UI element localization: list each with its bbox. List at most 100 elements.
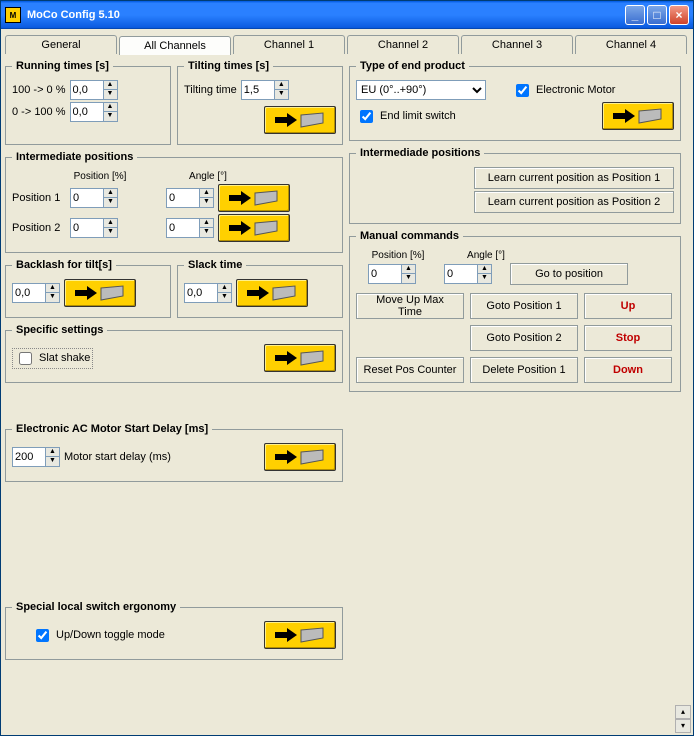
tab-strip: General All Channels Channel 1 Channel 2…: [5, 35, 689, 54]
input-manual-ang[interactable]: [445, 265, 477, 283]
spinner-slack[interactable]: ▲▼: [184, 283, 232, 303]
spinner-manual-ang[interactable]: ▲▼: [444, 264, 492, 284]
apply-p1-button[interactable]: [218, 184, 290, 212]
label-up-down-toggle: Up/Down toggle mode: [56, 629, 165, 641]
legend-endprod: Type of end product: [356, 60, 469, 72]
input-slat-shake[interactable]: [19, 352, 32, 365]
input-up-down-toggle[interactable]: [36, 629, 49, 642]
spinner-motor-delay[interactable]: ▲▼: [12, 447, 60, 467]
apply-specific-button[interactable]: [264, 344, 336, 372]
go-to-position-button[interactable]: Go to position: [510, 263, 628, 285]
input-0-100[interactable]: [71, 103, 103, 121]
fs-backlash: Backlash for tilt[s] ▲▼: [5, 259, 171, 318]
apply-backlash-button[interactable]: [64, 279, 136, 307]
learn-position-1-button[interactable]: Learn current position as Position 1: [474, 167, 674, 189]
spin-down-icon[interactable]: ▼: [103, 112, 117, 121]
spinner-p1-ang[interactable]: ▲▼: [166, 188, 214, 208]
input-slack[interactable]: [185, 284, 217, 302]
fs-intermediate-positions: Intermediate positions Position [%] Angl…: [5, 151, 343, 253]
input-tilt[interactable]: [242, 81, 274, 99]
reset-pos-counter-button[interactable]: Reset Pos Counter: [356, 357, 464, 383]
checkbox-up-down-toggle[interactable]: Up/Down toggle mode: [32, 626, 165, 645]
stop-button[interactable]: Stop: [584, 325, 672, 351]
spinner-backlash[interactable]: ▲▼: [12, 283, 60, 303]
minimize-button[interactable]: _: [625, 5, 645, 25]
move-up-max-button[interactable]: Move Up Max Time: [356, 293, 464, 319]
combo-end-product[interactable]: EU (0°..+90°): [356, 80, 486, 100]
app-icon: M: [5, 7, 21, 23]
spinner-100-0[interactable]: ▲▼: [70, 80, 118, 100]
input-p1-pos[interactable]: [71, 189, 103, 207]
spinner-p1-pos[interactable]: ▲▼: [70, 188, 118, 208]
input-p2-pos[interactable]: [71, 219, 103, 237]
goto-position-2-button[interactable]: Goto Position 2: [470, 325, 578, 351]
fs-running-times: Running times [s] 100 -> 0 % ▲▼ 0 -> 100…: [5, 60, 171, 145]
fs-intermediade-positions: Intermediade positions Learn current pos…: [349, 147, 681, 224]
legend-running: Running times [s]: [12, 60, 113, 72]
legend-intpos2: Intermediade positions: [356, 147, 484, 159]
label-end-limit-switch: End limit switch: [380, 110, 456, 122]
tab-all-channels[interactable]: All Channels: [119, 36, 231, 55]
legend-manual: Manual commands: [356, 230, 463, 242]
apply-p2-button[interactable]: [218, 214, 290, 242]
learn-position-2-button[interactable]: Learn current position as Position 2: [474, 191, 674, 213]
goto-position-1-button[interactable]: Goto Position 1: [470, 293, 578, 319]
apply-motor-button[interactable]: [264, 443, 336, 471]
fs-tilting-times: Tilting times [s] Tilting time ▲▼: [177, 60, 343, 145]
maximize-button[interactable]: □: [647, 5, 667, 25]
checkbox-end-limit-switch[interactable]: End limit switch: [356, 107, 456, 126]
spinner-p2-ang[interactable]: ▲▼: [166, 218, 214, 238]
down-button[interactable]: Down: [584, 357, 672, 383]
tab-channel-3[interactable]: Channel 3: [461, 35, 573, 54]
checkbox-slat-shake[interactable]: Slat shake: [12, 348, 93, 369]
input-backlash[interactable]: [13, 284, 45, 302]
apply-special-button[interactable]: [264, 621, 336, 649]
spinner-0-100[interactable]: ▲▼: [70, 102, 118, 122]
label-100-0: 100 -> 0 %: [12, 84, 66, 96]
tab-channel-4[interactable]: Channel 4: [575, 35, 687, 54]
scroll-down-icon[interactable]: ▾: [675, 719, 691, 733]
label-position-1: Position 1: [12, 192, 66, 204]
fs-specific-settings: Specific settings Slat shake: [5, 324, 343, 383]
hdr-position-pct: Position [%]: [70, 171, 130, 182]
delete-position-1-button[interactable]: Delete Position 1: [470, 357, 578, 383]
input-motor-delay[interactable]: [13, 448, 45, 466]
input-manual-pos[interactable]: [369, 265, 401, 283]
checkbox-electronic-motor[interactable]: Electronic Motor: [512, 81, 615, 100]
spin-up-icon[interactable]: ▲: [274, 81, 288, 90]
spin-up-icon[interactable]: ▲: [103, 103, 117, 112]
tab-channel-1[interactable]: Channel 1: [233, 35, 345, 54]
label-electronic-motor: Electronic Motor: [536, 84, 615, 96]
spinner-p2-pos[interactable]: ▲▼: [70, 218, 118, 238]
scroll-up-icon[interactable]: ▴: [675, 705, 691, 719]
input-100-0[interactable]: [71, 81, 103, 99]
input-electronic-motor[interactable]: [516, 84, 529, 97]
spin-down-icon[interactable]: ▼: [103, 90, 117, 99]
apply-tilt-button[interactable]: [264, 106, 336, 134]
legend-specific: Specific settings: [12, 324, 107, 336]
title-bar: M MoCo Config 5.10 _ □ ×: [1, 1, 693, 29]
apply-endprod-button[interactable]: [602, 102, 674, 130]
tab-channel-2[interactable]: Channel 2: [347, 35, 459, 54]
close-button[interactable]: ×: [669, 5, 689, 25]
label-motor-delay: Motor start delay (ms): [64, 451, 171, 463]
label-0-100: 0 -> 100 %: [12, 106, 66, 118]
fs-end-product: Type of end product EU (0°..+90°) Electr…: [349, 60, 681, 141]
spin-down-icon[interactable]: ▼: [274, 90, 288, 99]
spinner-tilt[interactable]: ▲▼: [241, 80, 289, 100]
input-end-limit-switch[interactable]: [360, 110, 373, 123]
legend-tilting: Tilting times [s]: [184, 60, 273, 72]
hdr-angle-deg: Angle [°]: [178, 171, 238, 182]
tab-general[interactable]: General: [5, 35, 117, 54]
hdr-manual-pos: Position [%]: [368, 250, 428, 261]
spin-up-icon[interactable]: ▲: [103, 81, 117, 90]
fs-motor-delay: Electronic AC Motor Start Delay [ms] ▲▼ …: [5, 423, 343, 482]
spinner-manual-pos[interactable]: ▲▼: [368, 264, 416, 284]
input-p1-ang[interactable]: [167, 189, 199, 207]
apply-slack-button[interactable]: [236, 279, 308, 307]
up-button[interactable]: Up: [584, 293, 672, 319]
input-p2-ang[interactable]: [167, 219, 199, 237]
window-title: MoCo Config 5.10: [27, 9, 625, 21]
legend-backlash: Backlash for tilt[s]: [12, 259, 116, 271]
legend-slack: Slack time: [184, 259, 246, 271]
